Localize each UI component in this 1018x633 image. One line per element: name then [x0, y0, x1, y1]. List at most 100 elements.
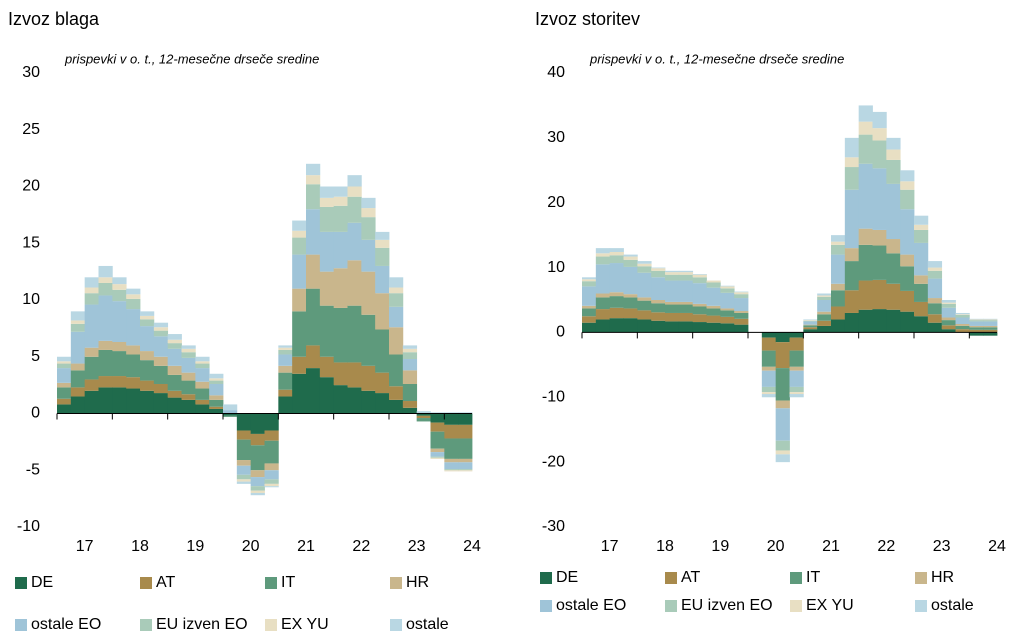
bar-segment [236, 479, 252, 482]
bar-segment [651, 277, 666, 300]
bar-segment [209, 383, 224, 396]
bar-segment [402, 345, 418, 349]
bar-segment [927, 270, 943, 279]
y-tick-label: 20 [22, 178, 40, 195]
y-tick-label: 30 [547, 129, 565, 146]
bar-segment [361, 208, 376, 218]
bar-segment [582, 305, 597, 309]
bar-segment [734, 324, 749, 333]
bar-segment [983, 329, 998, 333]
bar-segment [402, 359, 418, 371]
bar-segment [306, 288, 321, 346]
y-tick-label: 0 [31, 405, 40, 422]
bar-segment [347, 175, 362, 187]
legend-swatch [265, 577, 277, 589]
bar-segment [140, 380, 155, 391]
bar-segment [844, 248, 860, 262]
bar-segment [775, 450, 790, 455]
bar-segment [665, 321, 680, 333]
bar-segment [278, 372, 293, 390]
bar-segment [347, 362, 362, 388]
bar-segment [623, 259, 638, 267]
bar-segment [955, 314, 970, 318]
bar-segment [637, 310, 652, 320]
bar-segment [678, 274, 694, 281]
bar-segment [347, 387, 362, 414]
bar-segment [900, 266, 915, 291]
bar-segment [140, 311, 155, 316]
bar-segment [831, 241, 846, 245]
bar-segment [167, 397, 182, 414]
legend-label: HR [406, 574, 429, 591]
bar-segment [955, 323, 970, 326]
bar-segment [361, 390, 376, 414]
bar-segment [389, 399, 404, 414]
bar-segment [223, 410, 238, 414]
bar-segment [582, 308, 597, 317]
bar-segment [167, 334, 182, 340]
bar-segment [264, 413, 279, 431]
bar-segment [872, 309, 887, 333]
bar-segment [831, 244, 846, 255]
bar-segment [361, 239, 376, 272]
bar-segment [955, 325, 970, 330]
bar-segment [140, 319, 155, 327]
bar-segment [126, 288, 141, 295]
bar-segment [969, 325, 984, 328]
bar-segment [389, 287, 404, 294]
bar-segment [458, 470, 473, 472]
bar-segment [665, 301, 680, 305]
bar-segment [637, 263, 652, 267]
bar-segment [361, 365, 376, 391]
bar-segment [306, 175, 321, 185]
bar-segment [831, 306, 846, 320]
bar-segment [167, 339, 182, 344]
bar-segment [264, 483, 279, 487]
bar-segment [278, 354, 293, 366]
bar-segment [57, 363, 72, 369]
bar-segment [57, 361, 72, 364]
bar-segment [195, 363, 210, 369]
bar-segment [983, 332, 998, 336]
bar-segment [70, 387, 86, 397]
bar-segment [292, 254, 307, 289]
bar-segment [706, 315, 721, 323]
bar-segment [692, 306, 707, 315]
bar-segment [375, 239, 390, 248]
bar-segment [927, 303, 943, 315]
bar-segment [955, 314, 970, 315]
bar-segment [444, 438, 459, 459]
bar-segment [70, 311, 86, 321]
bar-segment [167, 348, 182, 366]
legend-label: IT [806, 569, 820, 586]
bar-segment [761, 366, 777, 371]
bar-segment [761, 392, 777, 395]
bar-segment [458, 469, 473, 471]
bar-segment [306, 345, 321, 369]
legend-label: EU izven EO [156, 616, 248, 633]
x-tick-label: 19 [711, 538, 729, 555]
bar-segment [831, 319, 846, 333]
bar-segment [651, 320, 666, 333]
legend-swatch [915, 572, 927, 584]
bar-segment [927, 298, 943, 304]
bar-segment [98, 282, 113, 296]
bar-segment [389, 386, 404, 400]
bar-segment [250, 433, 265, 446]
bar-segment [955, 317, 970, 324]
bar-segment [209, 406, 224, 409]
bar-segment [84, 390, 99, 414]
bar-segment [941, 307, 956, 318]
bar-segment [817, 314, 832, 321]
bar-segment [858, 134, 873, 164]
bar-segment [789, 337, 804, 351]
chart-subtitle: prispevki v o. t., 12-mesečne drseče sre… [64, 51, 319, 66]
bar-segment [844, 261, 860, 291]
bar-segment [914, 283, 929, 302]
bar-segment [692, 303, 707, 307]
bar-segment [692, 322, 707, 333]
chart-title: Izvoz blaga [8, 9, 100, 29]
y-tick-label: 10 [547, 259, 565, 276]
bar-segment [375, 231, 390, 240]
